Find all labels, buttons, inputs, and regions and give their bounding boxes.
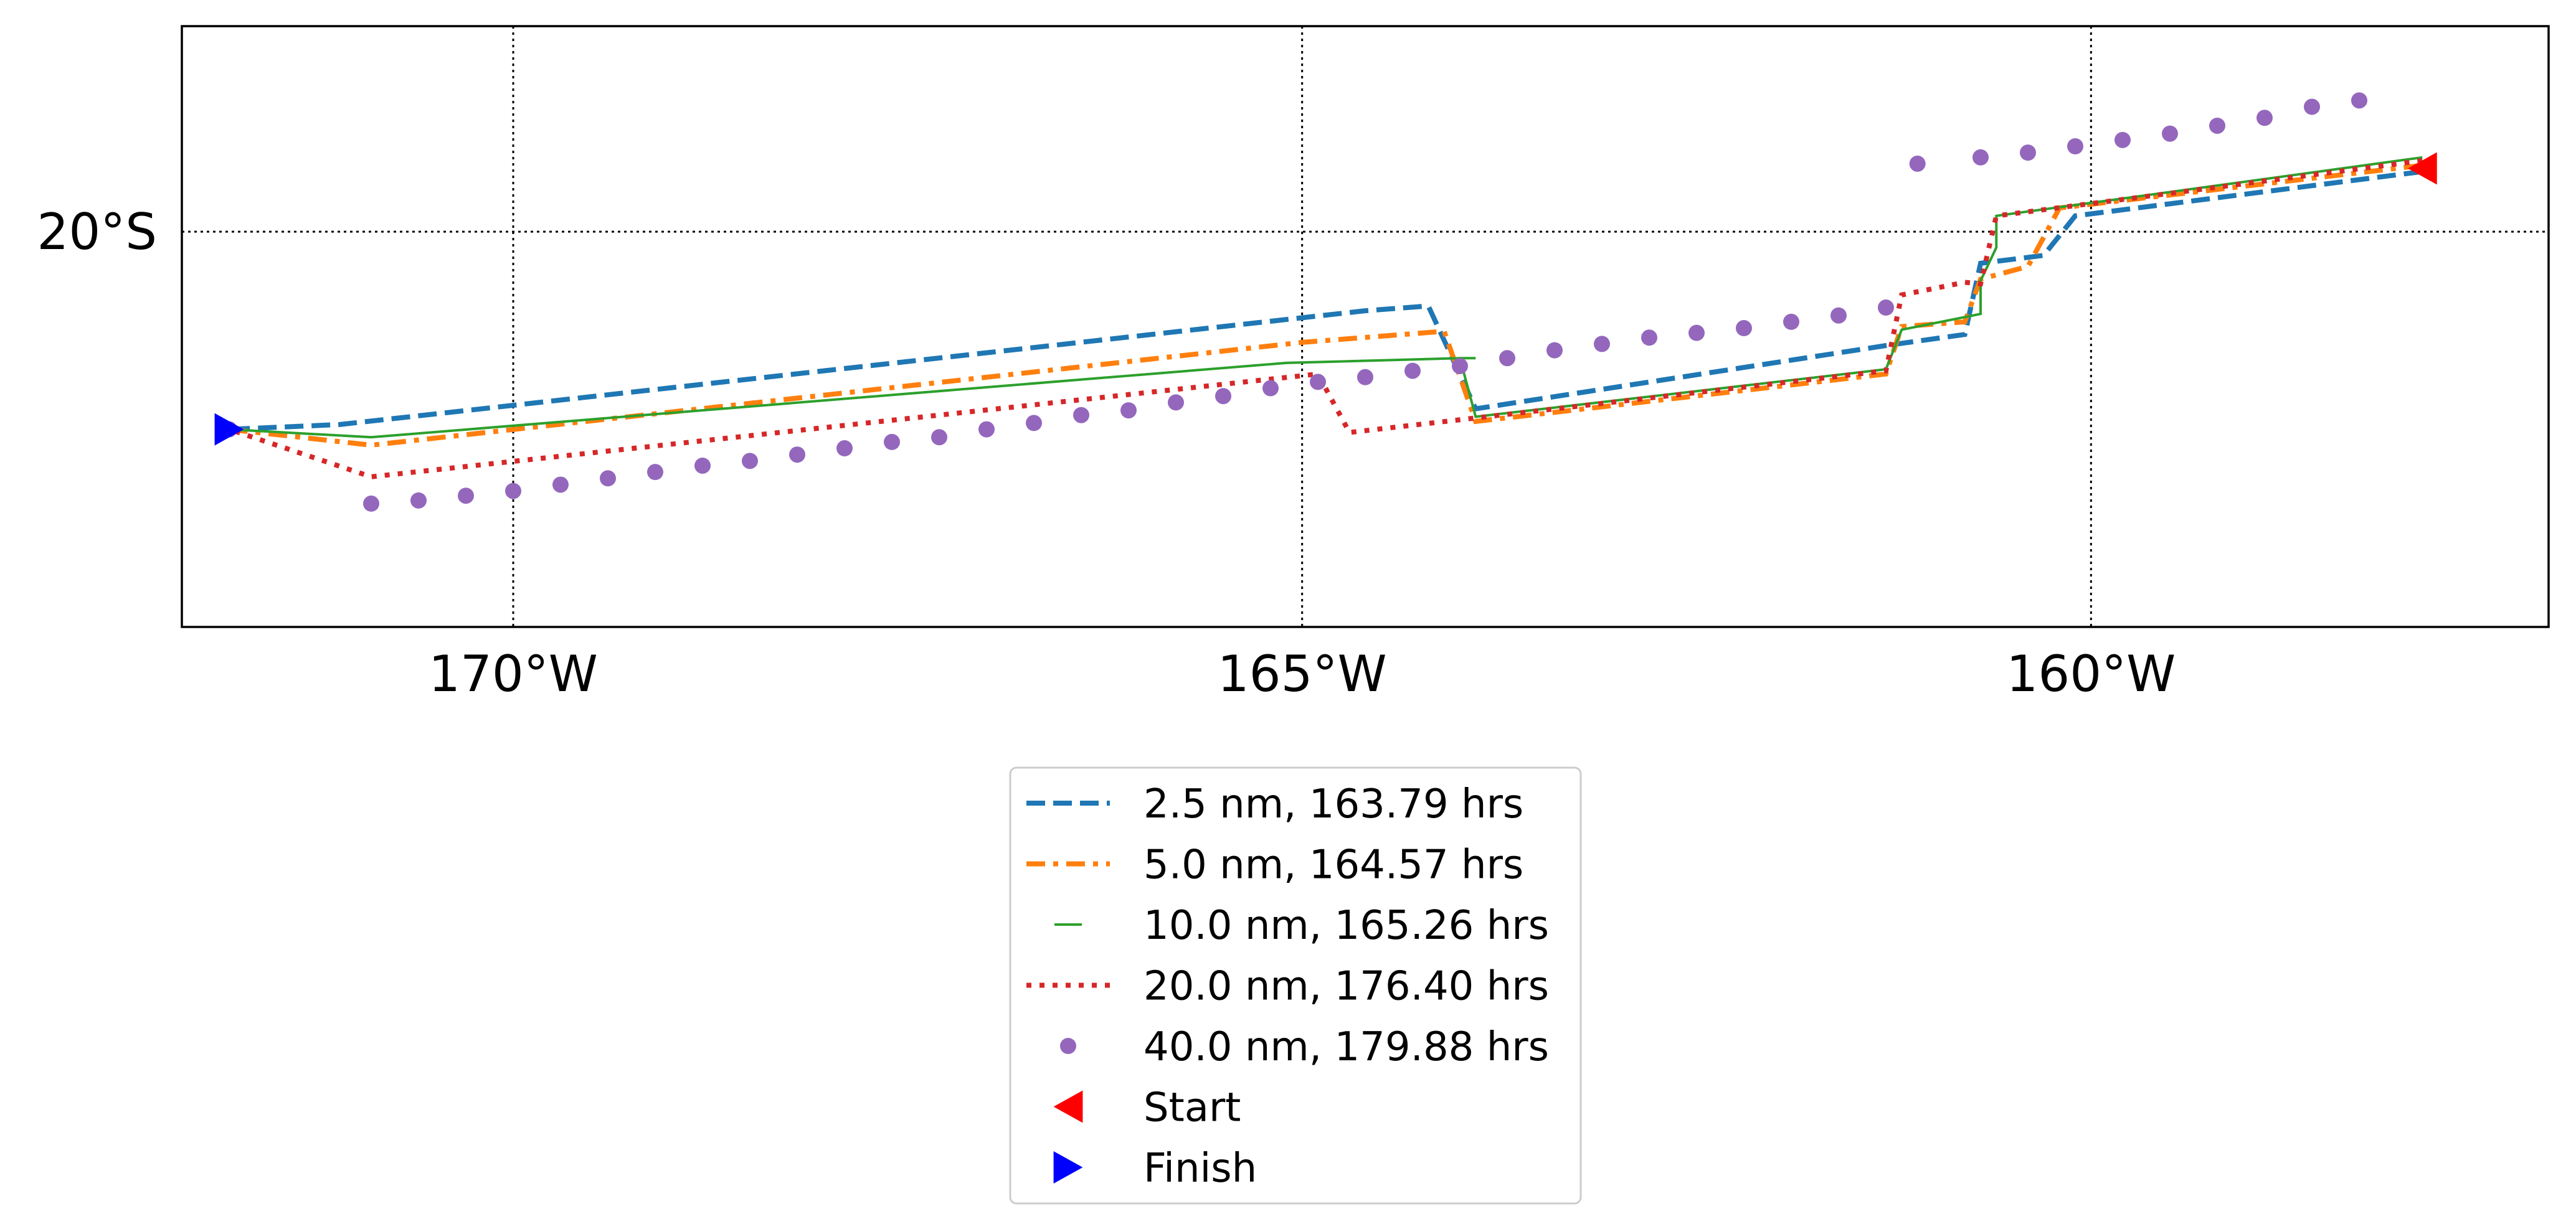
data-point [2067,138,2083,154]
grid-lines [182,26,2549,627]
data-point [884,433,900,450]
data-point [1546,342,1563,359]
series-4 [228,158,2423,479]
y-tick-label: 20°S [37,203,157,261]
finish-marker [214,413,244,446]
data-point [1499,350,1515,367]
series-line [229,169,2423,432]
data-point [1878,299,1894,316]
data-point [2304,98,2320,115]
data-point [1310,374,1326,390]
x-tick-label: 160°W [2006,645,2176,703]
x-tick-label: 165°W [1218,645,1387,703]
legend-swatch [1060,1038,1076,1054]
data-point [2020,144,2036,161]
legend-swatch [1053,1151,1083,1184]
legend-item: Start [1053,1085,1241,1131]
data-point [2351,92,2367,109]
data-point [1641,329,1657,346]
legend-item: 10.0 nm, 165.26 hrs [1054,903,1549,949]
series-5 [221,92,2367,512]
legend-item: 20.0 nm, 176.40 hrs [1026,964,1549,1010]
data-point [505,483,521,499]
data-point [2114,131,2131,148]
data-point [742,453,758,469]
legend-frame [1009,766,1582,1205]
data-point [647,464,663,481]
data-point [410,492,427,509]
data-point [363,495,379,512]
data-point [1404,362,1421,379]
data-point [2256,110,2273,126]
data-point [978,421,995,438]
legend-label: 40.0 nm, 179.88 hrs [1144,1024,1549,1070]
data-point [2162,125,2178,142]
data-point [1452,357,1468,374]
data-point [1262,380,1279,397]
legend-label: Finish [1144,1146,1257,1192]
data-point [931,429,947,446]
legend-label: 20.0 nm, 176.40 hrs [1144,964,1549,1010]
start-marker [2407,152,2437,185]
legend-label: 2.5 nm, 163.79 hrs [1144,781,1523,827]
legend-label: Start [1144,1085,1241,1131]
data-point [1594,336,1610,352]
data-point [1357,369,1373,385]
data-point [1783,313,1799,330]
data-point [1972,149,1989,166]
series-1 [229,169,2423,432]
legend-item: 5.0 nm, 164.57 hrs [1026,842,1523,888]
legend-swatch [1053,1090,1083,1123]
tick-labels: 170°W 165°W 160°W 20°S [37,203,2176,703]
data-point [1026,415,1042,431]
legend-item: Finish [1053,1146,1257,1192]
data-point [1168,394,1184,411]
x-tick-label: 170°W [429,645,598,703]
legend: 2.5 nm, 163.79 hrs 5.0 nm, 164.57 hrs 10.0… [1009,766,1582,1205]
data-point [600,470,616,487]
plot-frame [181,25,2550,628]
data-point [1688,324,1705,341]
data-point [2209,117,2225,134]
data-point [1073,407,1089,423]
data-point [1736,320,1752,337]
legend-label: 10.0 nm, 165.26 hrs [1144,903,1549,949]
data-point [1120,402,1137,419]
legend-label: 5.0 nm, 164.57 hrs [1144,842,1523,888]
data-point [789,446,805,463]
data-point [1909,155,1926,172]
data-point [1215,388,1231,405]
series-line [228,158,2423,479]
data-point [694,457,711,474]
series-group [221,92,2423,512]
data-point [1830,307,1847,324]
marker-group [214,152,2437,446]
data-point [836,440,853,457]
data-point [458,487,474,504]
legend-item: 40.0 nm, 179.88 hrs [1060,1024,1549,1070]
data-point [552,476,569,493]
legend-item: 2.5 nm, 163.79 hrs [1026,781,1523,827]
